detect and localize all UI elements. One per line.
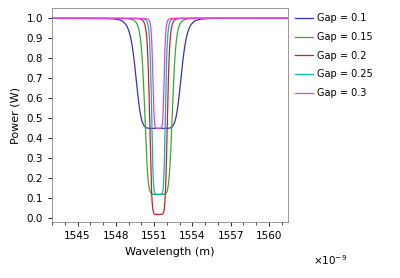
- Gap = 0.1: [51, 17, 56, 20]
- Gap = 0.3: [51, 17, 56, 20]
- Gap = 0.1: [273, 17, 278, 20]
- Gap = 0.25: [286, 17, 290, 20]
- Gap = 0.15: [64, 17, 68, 20]
- Gap = 0.3: [64, 17, 68, 20]
- Line: Gap = 0.15: Gap = 0.15: [52, 18, 288, 194]
- Line: Gap = 0.1: Gap = 0.1: [52, 18, 288, 128]
- Gap = 0.25: [96, 17, 101, 20]
- Gap = 0.2: [51, 17, 56, 20]
- Gap = 0.2: [64, 17, 68, 20]
- Gap = 0.1: [59, 17, 64, 20]
- Y-axis label: Power (W): Power (W): [11, 87, 21, 144]
- Gap = 0.15: [96, 17, 101, 20]
- Gap = 0.15: [51, 17, 56, 20]
- Gap = 0.2: [286, 17, 290, 20]
- Gap = 0.25: [59, 17, 64, 20]
- Gap = 0.3: [286, 17, 290, 20]
- Gap = 0.1: [96, 17, 101, 20]
- Gap = 0.1: [50, 17, 54, 20]
- Gap = 0.25: [156, 193, 161, 196]
- Gap = 0.1: [64, 17, 68, 20]
- Gap = 0.25: [273, 17, 278, 20]
- Line: Gap = 0.3: Gap = 0.3: [52, 18, 288, 128]
- Line: Gap = 0.25: Gap = 0.25: [52, 18, 288, 194]
- Gap = 0.15: [59, 17, 64, 20]
- Gap = 0.1: [156, 127, 161, 130]
- Gap = 0.2: [50, 17, 54, 20]
- Gap = 0.3: [165, 20, 170, 23]
- Gap = 0.15: [165, 188, 170, 192]
- Gap = 0.2: [96, 17, 101, 20]
- Text: $\times$10$^{-9}$: $\times$10$^{-9}$: [313, 253, 347, 267]
- Gap = 0.15: [273, 17, 278, 20]
- Gap = 0.2: [59, 17, 64, 20]
- Legend: Gap = 0.1, Gap = 0.15, Gap = 0.2, Gap = 0.25, Gap = 0.3: Gap = 0.1, Gap = 0.15, Gap = 0.2, Gap = …: [295, 13, 372, 98]
- Gap = 0.25: [51, 17, 56, 20]
- Gap = 0.2: [273, 17, 278, 20]
- Gap = 0.3: [50, 17, 54, 20]
- Gap = 0.3: [156, 127, 161, 130]
- Gap = 0.3: [59, 17, 64, 20]
- Gap = 0.1: [286, 17, 290, 20]
- Gap = 0.25: [50, 17, 54, 20]
- Gap = 0.25: [64, 17, 68, 20]
- Gap = 0.3: [96, 17, 101, 20]
- Gap = 0.15: [50, 17, 54, 20]
- Gap = 0.15: [156, 193, 161, 196]
- Line: Gap = 0.2: Gap = 0.2: [52, 18, 288, 214]
- Gap = 0.3: [273, 17, 278, 20]
- Gap = 0.1: [165, 127, 170, 130]
- Gap = 0.25: [165, 40, 170, 43]
- Gap = 0.2: [165, 117, 170, 121]
- Gap = 0.2: [156, 213, 161, 216]
- X-axis label: Wavelength (m): Wavelength (m): [125, 247, 215, 257]
- Gap = 0.15: [286, 17, 290, 20]
